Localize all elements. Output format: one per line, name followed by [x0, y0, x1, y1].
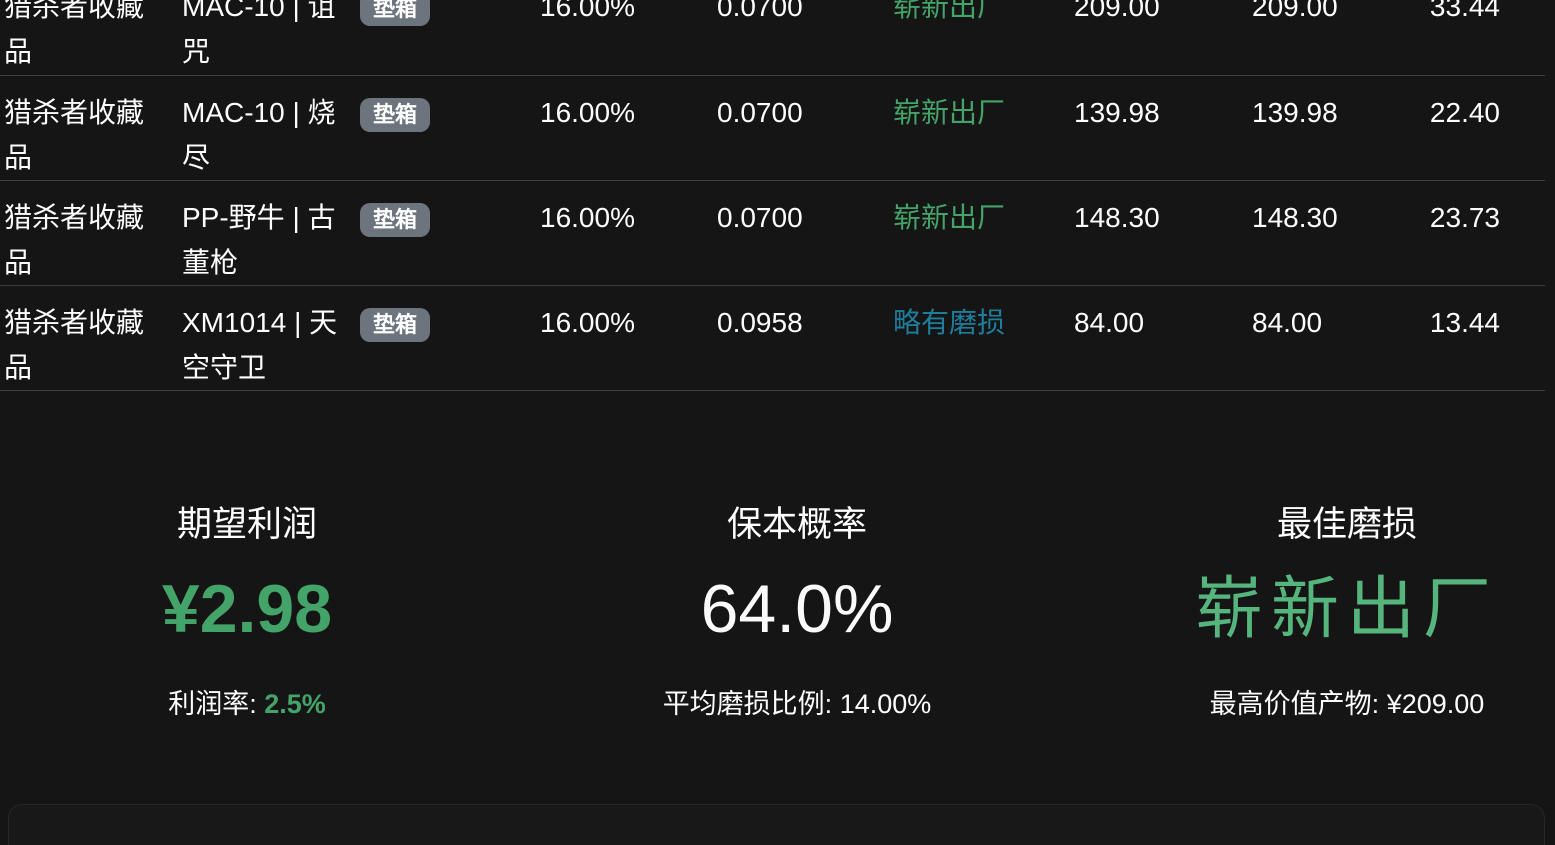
stat-expected-profit: 期望利润 ¥2.98 利润率: 2.5%	[0, 505, 522, 721]
profit-rate-label: 利润率:	[168, 689, 257, 719]
badge-cell: 垫箱	[355, 285, 465, 391]
price-alt-cell: 84.00	[1246, 285, 1424, 391]
price-cell: 209.00	[1068, 0, 1246, 76]
badge-cell: 垫箱	[355, 180, 465, 286]
price-alt-cell: 139.98	[1246, 75, 1424, 181]
filler-badge: 垫箱	[360, 0, 431, 26]
wear-status-cell: 崭新出厂	[850, 0, 1068, 76]
stat-sub-top-value-item: 最高价值产物: ¥209.00	[1072, 687, 1555, 721]
stat-label-breakeven: 保本概率	[726, 505, 867, 544]
filler-badge: 垫箱	[360, 202, 431, 237]
chance-cell: 16.00%	[465, 285, 660, 391]
item-row[interactable]: 猎杀者收藏品 MAC-10 | 烧尽 垫箱 16.00% 0.0700 崭新出厂…	[0, 75, 1545, 181]
item-row[interactable]: 猎杀者收藏品 MAC-10 | 诅咒 垫箱 16.00% 0.0700 崭新出厂…	[0, 0, 1545, 76]
stat-breakeven-probability: 保本概率 64.0% 平均磨损比例: 14.00%	[522, 505, 1072, 721]
top-value-amount: ¥209.00	[1386, 689, 1485, 719]
average-wear-label: 平均磨损比例:	[662, 689, 833, 719]
chance-cell: 16.00%	[465, 0, 660, 76]
expected-value-cell: 22.40	[1424, 75, 1545, 181]
float-cell: 0.0700	[660, 0, 850, 76]
item-row[interactable]: 猎杀者收藏品 PP-野牛 | 古董枪 垫箱 16.00% 0.0700 崭新出厂…	[0, 180, 1545, 286]
item-name-cell: MAC-10 | 诅咒	[158, 0, 355, 76]
item-row[interactable]: 猎杀者收藏品 XM1014 | 天空守卫 垫箱 16.00% 0.0958 略有…	[0, 285, 1545, 391]
expected-value-cell: 33.44	[1424, 0, 1545, 76]
float-cell: 0.0700	[660, 75, 850, 181]
badge-cell: 垫箱	[355, 75, 465, 181]
expected-value-cell: 13.44	[1424, 285, 1545, 391]
badge-cell: 垫箱	[355, 0, 465, 76]
stat-value-breakeven: 64.0%	[700, 571, 894, 647]
stat-value-best-wear: 崭新出厂	[1194, 571, 1499, 647]
item-name-cell: PP-野牛 | 古董枪	[158, 180, 355, 286]
items-table-body: 猎杀者收藏品 MAC-10 | 诅咒 垫箱 16.00% 0.0700 崭新出厂…	[0, 0, 1545, 391]
collection-cell: 猎杀者收藏品	[0, 285, 158, 391]
stat-best-wear: 最佳磨损 崭新出厂 最高价值产物: ¥209.00	[1072, 505, 1555, 721]
wear-status-cell: 略有磨损	[850, 285, 1068, 391]
float-cell: 0.0700	[660, 180, 850, 286]
item-name-cell: XM1014 | 天空守卫	[158, 285, 355, 391]
wear-status-cell: 崭新出厂	[850, 75, 1068, 181]
wear-status-cell: 崭新出厂	[850, 180, 1068, 286]
collection-cell: 猎杀者收藏品	[0, 75, 158, 181]
average-wear-value: 14.00%	[839, 689, 932, 719]
collection-cell: 猎杀者收藏品	[0, 0, 158, 76]
stat-sub-average-wear: 平均磨损比例: 14.00%	[522, 687, 1072, 721]
price-cell: 139.98	[1068, 75, 1246, 181]
filler-badge: 垫箱	[360, 307, 431, 342]
price-cell: 148.30	[1068, 180, 1246, 286]
items-table: 猎杀者收藏品 MAC-10 | 诅咒 垫箱 16.00% 0.0700 崭新出厂…	[0, 0, 1545, 391]
price-alt-cell: 148.30	[1246, 180, 1424, 286]
item-name-cell: MAC-10 | 烧尽	[158, 75, 355, 181]
expected-value-cell: 23.73	[1424, 180, 1545, 286]
chance-cell: 16.00%	[465, 75, 660, 181]
bottom-panel-edge	[8, 804, 1545, 845]
float-cell: 0.0958	[660, 285, 850, 391]
stat-value-expected-profit: ¥2.98	[161, 571, 333, 647]
stat-label-expected-profit: 期望利润	[176, 505, 317, 544]
chance-cell: 16.00%	[465, 180, 660, 286]
items-table-wrap: 猎杀者收藏品 MAC-10 | 诅咒 垫箱 16.00% 0.0700 崭新出厂…	[0, 0, 1545, 391]
filler-badge: 垫箱	[360, 97, 431, 132]
price-cell: 84.00	[1068, 285, 1246, 391]
collection-cell: 猎杀者收藏品	[0, 180, 158, 286]
profit-rate-value: 2.5%	[264, 689, 326, 719]
top-value-label: 最高价值产物:	[1209, 689, 1380, 719]
stat-label-best-wear: 最佳磨损	[1276, 505, 1417, 544]
stat-sub-profit-rate: 利润率: 2.5%	[0, 687, 522, 721]
price-alt-cell: 209.00	[1246, 0, 1424, 76]
